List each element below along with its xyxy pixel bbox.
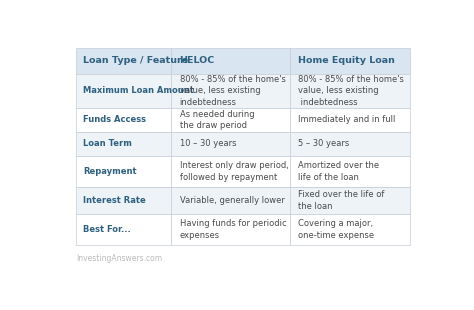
Bar <box>290 108 410 132</box>
Text: As needed during
the draw period: As needed during the draw period <box>180 110 254 130</box>
Bar <box>290 214 410 245</box>
Bar <box>290 48 410 74</box>
Text: Interest Rate: Interest Rate <box>83 196 146 205</box>
Text: InvestingAnswers.com: InvestingAnswers.com <box>76 254 163 263</box>
Text: 10 – 30 years: 10 – 30 years <box>180 140 236 148</box>
Bar <box>76 132 171 156</box>
Text: 80% - 85% of the home's
value, less existing
indebtedness: 80% - 85% of the home's value, less exis… <box>180 75 285 107</box>
Text: Covering a major,
one-time expense: Covering a major, one-time expense <box>298 219 374 240</box>
Bar <box>76 74 171 108</box>
Bar <box>76 187 171 214</box>
Bar <box>171 214 290 245</box>
Text: Having funds for periodic
expenses: Having funds for periodic expenses <box>180 219 286 240</box>
Bar <box>290 132 410 156</box>
Bar <box>76 156 171 187</box>
Bar <box>290 156 410 187</box>
Bar <box>76 214 171 245</box>
Bar <box>171 132 290 156</box>
Text: Loan Type / Feature: Loan Type / Feature <box>83 56 188 65</box>
Text: Interest only draw period,
followed by repayment: Interest only draw period, followed by r… <box>180 161 289 182</box>
Text: Best For...: Best For... <box>83 225 131 234</box>
Bar <box>171 74 290 108</box>
Bar <box>290 74 410 108</box>
Bar <box>290 187 410 214</box>
Text: Variable, generally lower: Variable, generally lower <box>180 196 284 205</box>
Bar <box>76 108 171 132</box>
Bar <box>76 48 171 74</box>
Bar <box>171 187 290 214</box>
Text: Repayment: Repayment <box>83 167 137 176</box>
Text: HELOC: HELOC <box>180 56 215 65</box>
Text: Immediately and in full: Immediately and in full <box>298 115 395 125</box>
Bar <box>171 156 290 187</box>
Text: Amortized over the
life of the loan: Amortized over the life of the loan <box>298 161 379 182</box>
Text: Funds Access: Funds Access <box>83 115 146 125</box>
Bar <box>171 108 290 132</box>
Text: Maximum Loan Amount: Maximum Loan Amount <box>83 86 194 95</box>
Bar <box>171 48 290 74</box>
Text: 80% - 85% of the home's
value, less existing
 indebtedness: 80% - 85% of the home's value, less exis… <box>298 75 404 107</box>
Text: 5 – 30 years: 5 – 30 years <box>298 140 349 148</box>
Text: Fixed over the life of
the loan: Fixed over the life of the loan <box>298 190 384 211</box>
Text: Loan Term: Loan Term <box>83 140 132 148</box>
Text: Home Equity Loan: Home Equity Loan <box>298 56 395 65</box>
